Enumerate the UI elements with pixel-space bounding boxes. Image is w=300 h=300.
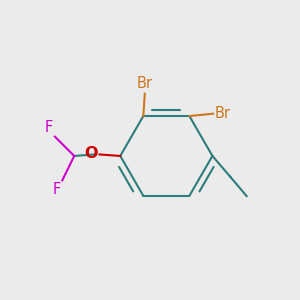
Text: O: O [85,146,98,161]
Text: Br: Br [137,76,153,92]
Text: F: F [52,182,61,197]
Text: F: F [45,120,53,135]
Text: Br: Br [214,106,231,121]
